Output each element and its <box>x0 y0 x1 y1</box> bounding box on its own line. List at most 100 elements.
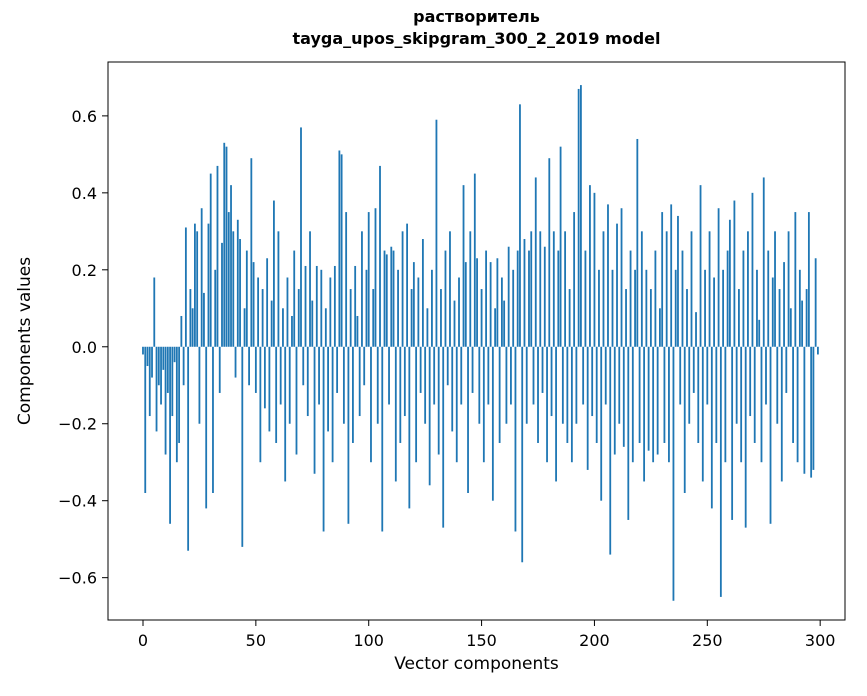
bar <box>625 289 627 347</box>
bar <box>358 346 361 417</box>
bar <box>363 346 366 386</box>
bar <box>814 258 817 347</box>
bar <box>227 212 230 347</box>
bar <box>629 250 632 347</box>
bar <box>525 346 528 424</box>
bar <box>370 346 372 463</box>
bar <box>151 346 153 378</box>
bar <box>595 346 598 443</box>
x-tick-label: 150 <box>466 631 497 650</box>
bar <box>640 231 643 347</box>
bar <box>146 346 149 367</box>
bar <box>546 346 548 463</box>
bar <box>209 173 212 347</box>
y-tick-label: 0.2 <box>72 261 97 280</box>
bar <box>408 346 411 509</box>
bar <box>701 346 704 482</box>
bar <box>345 212 348 347</box>
bar <box>347 346 350 524</box>
bar <box>722 269 725 347</box>
bar <box>577 88 580 347</box>
bar <box>756 269 758 347</box>
x-tick-label: 200 <box>579 631 610 650</box>
bar <box>591 346 594 417</box>
bar <box>453 300 456 347</box>
bar <box>241 346 244 547</box>
bar <box>801 300 804 347</box>
bar <box>142 346 144 355</box>
bar <box>692 346 695 393</box>
bar <box>494 308 497 347</box>
bar <box>607 204 609 347</box>
bar <box>458 277 460 347</box>
bar <box>482 346 485 463</box>
bar <box>733 200 736 347</box>
bar <box>440 289 442 347</box>
bar <box>762 177 765 347</box>
bar <box>753 346 756 443</box>
bar <box>774 231 776 347</box>
bar <box>715 346 718 443</box>
bar <box>670 204 673 347</box>
bar <box>164 346 167 455</box>
bar <box>600 346 603 501</box>
bar <box>656 346 659 455</box>
bar <box>433 346 436 405</box>
bar <box>157 346 160 386</box>
bar <box>645 269 648 347</box>
y-tick-label: 0.6 <box>72 107 97 126</box>
bar <box>663 346 666 443</box>
bar <box>187 346 190 551</box>
bar <box>717 208 720 347</box>
bar <box>340 154 343 347</box>
bar <box>372 289 375 347</box>
bar <box>767 250 770 347</box>
bar <box>259 346 262 463</box>
bar <box>731 346 734 520</box>
bar <box>487 346 490 405</box>
bar <box>306 346 309 417</box>
bar <box>792 346 794 443</box>
bar <box>327 346 329 432</box>
bar <box>171 346 174 417</box>
bar <box>392 250 395 347</box>
bar <box>652 346 655 463</box>
bar <box>803 346 806 474</box>
bar <box>659 308 661 347</box>
bar <box>489 262 492 347</box>
bar <box>523 239 526 347</box>
bar <box>451 346 454 432</box>
y-tick-label: −0.6 <box>58 569 97 588</box>
bar <box>223 142 226 347</box>
bar <box>564 231 567 347</box>
bar <box>225 146 228 347</box>
bar <box>419 346 422 393</box>
bar <box>636 138 639 347</box>
bar <box>421 239 424 347</box>
bar <box>428 346 431 486</box>
bar <box>239 239 241 347</box>
bar <box>356 315 359 347</box>
bar <box>719 346 722 597</box>
bar <box>318 346 320 405</box>
x-tick-label: 50 <box>246 631 266 650</box>
bar <box>467 346 469 493</box>
bar <box>295 346 298 455</box>
bar <box>394 346 397 482</box>
bar <box>297 289 300 347</box>
bar <box>512 269 515 347</box>
bar <box>686 289 688 347</box>
bar <box>810 346 813 478</box>
bar <box>690 231 693 347</box>
bar <box>160 346 162 405</box>
bar <box>672 346 675 601</box>
bar <box>776 346 779 424</box>
bar <box>728 219 731 347</box>
bar <box>254 346 257 393</box>
bar <box>336 346 339 393</box>
bar <box>252 262 255 347</box>
bar <box>688 346 691 424</box>
bar <box>455 346 458 463</box>
axes-frame <box>107 61 846 621</box>
bar <box>622 346 625 447</box>
